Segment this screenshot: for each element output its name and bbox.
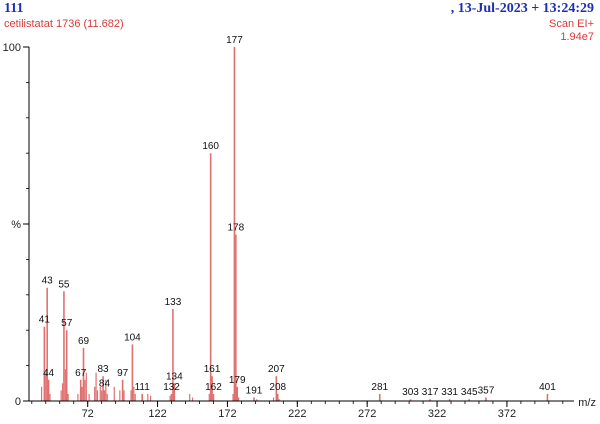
y-tick-label-100: 100: [3, 42, 21, 54]
x-tick-label-122: 122: [148, 408, 166, 420]
peak-bars: [40, 47, 549, 401]
peak-label-134: 134: [166, 371, 183, 382]
peak-label-317: 317: [422, 387, 439, 398]
axes: 72 122 172 222 272 322 372 0% 100 m/z: [3, 42, 596, 420]
x-tick-label-172: 172: [218, 408, 236, 420]
peak-label-345: 345: [461, 387, 478, 398]
peak-label-41: 41: [39, 315, 51, 326]
peak-label-69: 69: [78, 336, 90, 347]
x-tick-label-372: 372: [498, 408, 516, 420]
x-tick-label-272: 272: [358, 408, 376, 420]
sample-name: cetilistatat 1736 (11.682): [4, 18, 124, 30]
peak-label-133: 133: [165, 297, 182, 308]
peak-label-57: 57: [61, 318, 73, 329]
peak-label-84: 84: [99, 378, 111, 389]
peak-label-43: 43: [42, 276, 54, 287]
peak-label-357: 357: [478, 385, 495, 396]
peak-label-207: 207: [268, 364, 285, 375]
sample-id: 111: [4, 1, 24, 16]
peak-label-178: 178: [227, 223, 244, 234]
acquisition-datetime: , 13-Jul-2023 + 13:24:29: [450, 1, 594, 16]
peak-label-111: 111: [135, 382, 151, 393]
peak-label-177: 177: [226, 35, 243, 46]
peak-label-67: 67: [75, 368, 87, 379]
x-axis-label: m/z: [578, 397, 596, 409]
peak-label-160: 160: [202, 141, 219, 152]
peak-label-161: 161: [204, 364, 221, 375]
peak-label-331: 331: [441, 387, 458, 398]
peak-label-191: 191: [246, 385, 263, 396]
peak-label-208: 208: [269, 382, 286, 393]
y-tick-label-0: 0: [15, 396, 21, 408]
peak-label-104: 104: [124, 332, 141, 343]
peak-label-162: 162: [205, 382, 222, 393]
peak-label-55: 55: [58, 279, 70, 290]
peak-label-179: 179: [229, 375, 246, 386]
peak-label-83: 83: [98, 364, 110, 375]
x-tick-label-322: 322: [428, 408, 446, 420]
peak-labels: 41 43 44 55 57 67 69 83 84 97 104 111 132 133 134 160 16…: [39, 35, 556, 398]
peak-label-281: 281: [371, 382, 388, 393]
peak-label-401: 401: [539, 382, 556, 393]
y-tick-label-50: %: [11, 219, 21, 231]
peak-label-303: 303: [402, 387, 419, 398]
max-intensity: 1.94e7: [560, 31, 594, 43]
peak-label-44: 44: [43, 368, 55, 379]
x-tick-label-72: 72: [82, 408, 94, 420]
peak-label-97: 97: [117, 368, 129, 379]
peak-label-132: 132: [163, 382, 180, 393]
x-tick-label-222: 222: [288, 408, 306, 420]
scan-type: Scan EI+: [549, 18, 594, 30]
